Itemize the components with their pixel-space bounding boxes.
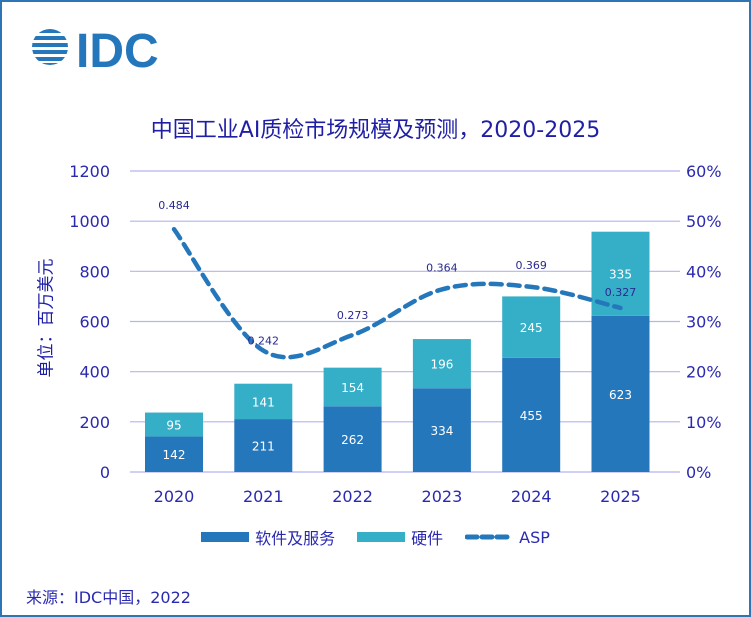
y-tick-label: 1200 [69, 162, 110, 181]
bar-software [502, 357, 561, 472]
y-axis-label: 单位：百万美元 [36, 258, 57, 378]
x-tick-label: 2022 [332, 487, 373, 506]
y-tick-label: 0 [100, 463, 110, 482]
bar-software [323, 406, 382, 472]
legend-dash [465, 534, 514, 540]
data-label: 154 [341, 381, 364, 395]
idc-logo: IDC [32, 25, 159, 78]
x-tick-label: 2020 [154, 487, 195, 506]
asp-data-label: 0.273 [337, 309, 369, 322]
y2-tick-label: 40% [686, 262, 722, 281]
bar-software [591, 315, 650, 472]
data-label: 245 [520, 321, 543, 335]
bar-hardware [323, 367, 382, 407]
logo-text: IDC [76, 25, 159, 78]
bar-software [234, 419, 293, 472]
asp-line [171, 226, 623, 360]
y2-tick-label: 0% [686, 463, 711, 482]
y2-tick-label: 60% [686, 162, 722, 181]
legend-label: ASP [519, 527, 550, 547]
legend-item-hardware: 硬件 [357, 525, 443, 549]
legend-item-software: 软件及服务 [201, 525, 335, 549]
source-note: 来源：IDC中国，2022 [26, 588, 191, 607]
data-label: 335 [609, 268, 632, 282]
data-label: 455 [520, 409, 543, 423]
legend: 软件及服务 硬件 ASP [0, 525, 751, 549]
y2-tick-label: 20% [686, 363, 722, 382]
asp-data-label: 0.327 [605, 286, 637, 299]
data-label: 334 [430, 424, 453, 438]
data-label: 142 [163, 448, 186, 462]
x-tick-label: 2024 [511, 487, 552, 506]
bar-hardware [234, 383, 293, 420]
legend-label: 硬件 [411, 529, 444, 548]
data-label: 623 [609, 388, 632, 402]
y-tick-label: 200 [79, 413, 110, 432]
y-tick-label: 1000 [69, 212, 110, 231]
asp-data-label: 0.484 [158, 199, 190, 212]
x-tick-label: 2021 [243, 487, 284, 506]
y2-tick-label: 30% [686, 313, 722, 332]
asp-data-label: 0.369 [515, 259, 547, 272]
y-tick-label: 600 [79, 313, 110, 332]
data-label: 141 [252, 395, 275, 409]
data-label: 262 [341, 433, 364, 447]
bar-software [145, 436, 203, 472]
bar-hardware [412, 339, 471, 389]
globe-icon [32, 29, 68, 65]
bar-software [412, 388, 471, 472]
data-label: 196 [430, 358, 453, 372]
asp-data-label: 0.364 [426, 261, 458, 274]
legend-label: 软件及服务 [255, 529, 336, 548]
y2-tick-label: 10% [686, 413, 722, 432]
bar-hardware [145, 412, 203, 437]
data-label: 95 [166, 418, 181, 432]
y2-tick-label: 50% [686, 212, 722, 231]
asp-data-label: 0.242 [248, 335, 280, 348]
chart-title: 中国工业AI质检市场规模及预测，2020-2025 [150, 118, 601, 143]
data-label: 211 [252, 440, 275, 454]
y-tick-label: 400 [79, 363, 110, 382]
legend-item-asp: ASP [465, 528, 550, 547]
legend-swatch [357, 532, 406, 542]
x-tick-label: 2025 [600, 487, 641, 506]
legend-swatch [201, 532, 250, 542]
bar-hardware [502, 296, 561, 358]
y-tick-label: 800 [79, 262, 110, 281]
x-tick-label: 2023 [422, 487, 463, 506]
